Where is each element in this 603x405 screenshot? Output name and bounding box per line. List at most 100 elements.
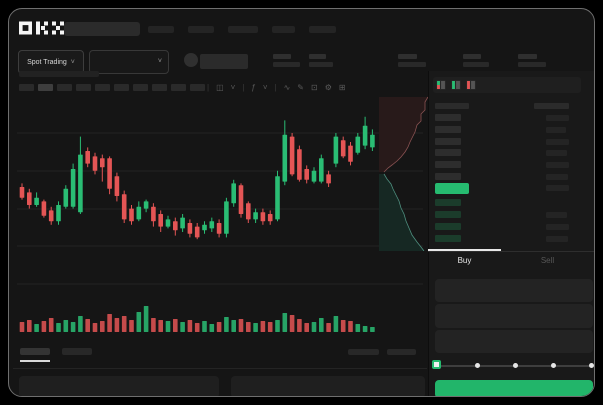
chevron-down-icon[interactable]: ˅ — [230, 83, 236, 92]
ask-row-price[interactable] — [435, 114, 461, 121]
stat-value-placeholder — [309, 62, 333, 67]
nav-item-placeholder[interactable] — [188, 26, 214, 33]
bottom-tab[interactable] — [62, 348, 92, 355]
header-action-button[interactable] — [200, 54, 248, 69]
buy-submit-button[interactable] — [435, 380, 593, 396]
ask-row-amount — [546, 162, 569, 168]
stat-label-placeholder — [309, 54, 326, 59]
nav-item-placeholder[interactable] — [309, 26, 336, 33]
ask-row-price[interactable] — [435, 173, 461, 180]
timeframe-button[interactable] — [19, 84, 34, 91]
divider: | — [207, 83, 210, 92]
tab-buy[interactable]: Buy — [457, 256, 472, 265]
nav-item-placeholder[interactable] — [148, 26, 174, 33]
view-mode-bids-only-icon[interactable] — [451, 80, 461, 90]
slider-stop-dot[interactable] — [589, 363, 594, 368]
timeframe-button[interactable] — [152, 84, 167, 91]
candle — [267, 210, 273, 332]
app-window: OKX Spot Trading ˅ ˅ | ◫ ˅ | ƒ ˅ | ∿ ✎ ⊡ ⚙ ⊞ Buy Se… — [8, 8, 595, 397]
stat-value-placeholder — [398, 62, 426, 67]
candle — [362, 116, 368, 332]
ask-row-amount — [546, 150, 567, 156]
candle — [282, 120, 288, 332]
draw-tool-icon[interactable]: ✎ — [297, 83, 304, 92]
slider-stop-dot[interactable] — [551, 363, 556, 368]
okx-logo — [19, 21, 64, 35]
candle — [246, 201, 251, 332]
candle — [216, 219, 222, 332]
candle — [260, 208, 266, 332]
candle — [311, 167, 317, 332]
tab-sell[interactable]: Sell — [540, 256, 555, 265]
instrument-name-placeholder — [19, 71, 99, 77]
buy-tab-underline — [428, 249, 501, 251]
camera-icon[interactable]: ⊡ — [311, 83, 318, 92]
candle — [100, 154, 105, 332]
ask-row-price[interactable] — [435, 126, 461, 133]
ask-row-amount — [546, 174, 568, 180]
timeframe-button[interactable] — [133, 84, 148, 91]
candle — [136, 201, 142, 332]
market-type-label: Spot Trading — [27, 58, 67, 66]
candlestick-chart[interactable] — [13, 93, 427, 355]
amount-slider-handle[interactable] — [432, 360, 441, 369]
candle — [319, 154, 324, 332]
indicators-icon[interactable]: ƒ — [251, 83, 256, 92]
view-mode-asks-only-icon[interactable] — [466, 80, 476, 90]
settings-icon[interactable]: ⚙ — [324, 83, 332, 92]
candle — [129, 205, 134, 332]
bottom-panel[interactable] — [231, 376, 425, 396]
candle — [333, 133, 339, 332]
slider-stop-dot[interactable] — [513, 363, 518, 368]
candle — [370, 129, 375, 332]
bid-row-price[interactable] — [435, 211, 461, 218]
chart-footer-control[interactable] — [348, 349, 379, 355]
candle — [19, 183, 25, 332]
bottom-tab-underline — [20, 360, 50, 362]
nav-item-placeholder[interactable] — [228, 26, 258, 33]
timeframe-button[interactable] — [57, 84, 72, 91]
ask-row-price[interactable] — [435, 138, 461, 145]
chevron-down-icon: ˅ — [157, 58, 162, 65]
order-input-field[interactable] — [435, 279, 593, 302]
bid-row-price[interactable] — [435, 199, 461, 206]
order-input-field[interactable] — [435, 330, 593, 353]
candle — [151, 203, 156, 332]
candle — [348, 142, 353, 332]
avatar[interactable] — [184, 53, 198, 67]
divider: | — [274, 83, 277, 92]
order-input-field[interactable] — [435, 304, 593, 328]
chart-footer-control[interactable] — [387, 349, 416, 355]
fullscreen-icon[interactable]: ⊞ — [338, 83, 346, 92]
candle-type-icon[interactable]: ◫ — [216, 83, 224, 92]
search-input[interactable] — [64, 22, 140, 36]
bottom-tab-active[interactable] — [20, 348, 50, 355]
depth-chart — [379, 96, 428, 251]
ask-row-price[interactable] — [435, 161, 461, 168]
timeframe-button[interactable] — [38, 84, 53, 91]
timeframe-button[interactable] — [95, 84, 110, 91]
stat-label-placeholder — [518, 54, 537, 59]
ob-header-price-placeholder — [435, 103, 469, 109]
line-tool-icon[interactable]: ∿ — [283, 83, 291, 92]
candle — [48, 206, 54, 332]
last-price-bar[interactable] — [435, 183, 469, 194]
slider-stop-dot[interactable] — [475, 363, 480, 368]
chevron-down-icon[interactable]: ˅ — [262, 83, 268, 92]
timeframe-button[interactable] — [114, 84, 129, 91]
bid-row-price[interactable] — [435, 223, 461, 230]
bid-row-price[interactable] — [435, 235, 461, 242]
ask-row-price[interactable] — [435, 149, 461, 156]
nav-item-placeholder[interactable] — [272, 26, 295, 33]
stat-value-placeholder — [273, 62, 300, 67]
timeframe-button[interactable] — [190, 84, 205, 91]
bottom-panel[interactable] — [19, 376, 219, 396]
candle — [289, 133, 295, 332]
ask-row-amount — [546, 115, 569, 121]
candle — [238, 183, 244, 332]
view-mode-combined-book-icon[interactable] — [436, 80, 446, 90]
ask-row-amount — [546, 185, 569, 191]
timeframe-button[interactable] — [171, 84, 186, 91]
timeframe-button[interactable] — [76, 84, 91, 91]
pair-selector-dropdown[interactable]: ˅ — [89, 50, 169, 74]
